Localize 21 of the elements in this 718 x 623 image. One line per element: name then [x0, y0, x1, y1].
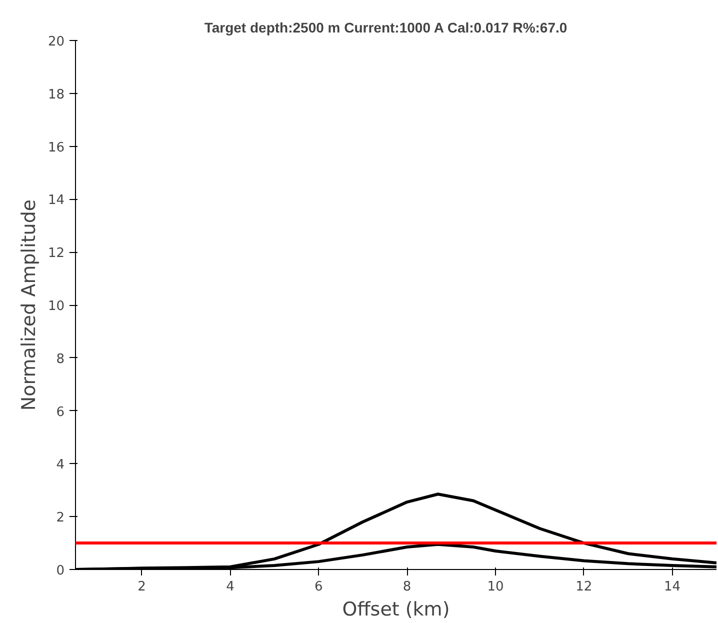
x-tick-label: 2 [138, 580, 146, 594]
y-tick-label: 18 [48, 87, 65, 102]
x-axis-title: Offset (km) [342, 598, 450, 620]
x-tick-label: 6 [314, 580, 323, 594]
y-tick-label: 8 [56, 352, 65, 367]
y-tick-label: 16 [48, 140, 65, 156]
y-axis-title: Normalized Amplitude [18, 199, 40, 411]
x-tick-label: 8 [402, 580, 412, 594]
x-tick-label: 12 [576, 580, 592, 594]
x-tick-label: 14 [664, 580, 681, 594]
x-tick-label: 10 [487, 580, 504, 594]
y-tick-label: 4 [56, 458, 65, 473]
y-tick-label: 6 [56, 404, 65, 420]
y-tick-label: 2 [56, 510, 65, 526]
chart-title: Target depth:2500 m Current:1000 A Cal:0.017 R%:67.0 [204, 20, 568, 36]
y-tick-label: 10 [48, 299, 65, 314]
y-tick-label: 20 [48, 34, 65, 50]
y-tick-label: 12 [48, 246, 65, 262]
y-tick-label: 0 [56, 564, 65, 578]
y-tick-label: 14 [48, 193, 65, 208]
x-tick-label: 4 [226, 580, 234, 594]
